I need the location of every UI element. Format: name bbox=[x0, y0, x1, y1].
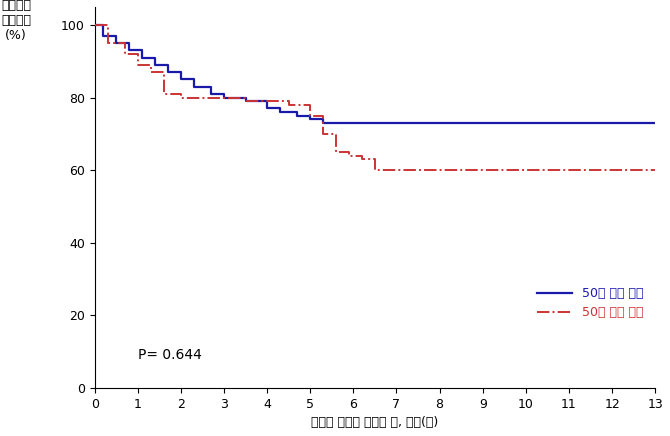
X-axis label: 근치적 전립선 절제술 후, 기간(년): 근치적 전립선 절제술 후, 기간(년) bbox=[312, 416, 439, 429]
Legend: 50세 미만 환자, 50세 이상 환자: 50세 미만 환자, 50세 이상 환자 bbox=[533, 282, 649, 324]
Text: P= 0.644: P= 0.644 bbox=[138, 348, 202, 362]
Y-axis label: 생화학적
무재발률
(%): 생화학적 무재발률 (%) bbox=[1, 0, 31, 42]
